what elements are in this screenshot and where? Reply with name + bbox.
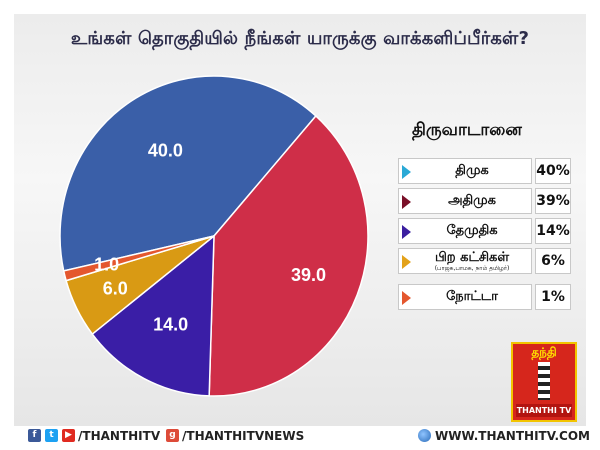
legend-label-box: திமுக: [398, 158, 532, 184]
footer-handle-mid[interactable]: /THANTHITVNEWS: [182, 429, 305, 443]
legend-percent: 14%: [535, 218, 571, 244]
legend-label-box: பிற கட்சிகள் (பாஜக,பாமக, நாம் தமிழர்): [398, 248, 532, 274]
legend-label: பிற கட்சிகள்: [434, 250, 510, 265]
legend-label: தேமுதிக: [446, 223, 498, 238]
legend-percent: 6%: [535, 248, 571, 274]
pie-chart: 40.0 39.0 14.0 6.0 1.0: [59, 75, 369, 397]
logo-bottom-text: THANTHI TV: [516, 404, 572, 417]
legend-triangle-icon: [402, 255, 411, 269]
globe-icon: [418, 429, 431, 442]
legend-title: திருவாடானை: [412, 120, 522, 140]
logo-top-text: தந்தி: [531, 345, 557, 359]
legend-label-box: தேமுதிக: [398, 218, 532, 244]
legend-label: திமுக: [455, 163, 489, 178]
pie-slice-label-2: 14.0: [153, 314, 188, 334]
pie-slice-0: [59, 75, 317, 272]
pie-slice-label-4: 1.0: [94, 255, 119, 275]
legend-triangle-icon: [402, 291, 411, 305]
twitter-icon[interactable]: t: [45, 429, 58, 442]
chart-title: உங்கள் தொகுதியில் நீங்கள் யாருக்கு வாக்க…: [70, 28, 530, 49]
chart-frame: உங்கள் தொகுதியில் நீங்கள் யாருக்கு வாக்க…: [14, 14, 586, 426]
legend-sublabel: (பாஜக,பாமக, நாம் தமிழர்): [434, 265, 510, 272]
youtube-icon[interactable]: ▶: [62, 429, 75, 442]
legend-percent: 1%: [535, 284, 571, 310]
legend-label-box: அதிமுக: [398, 188, 532, 214]
pie-slice-4: [62, 235, 215, 282]
legend-label-box: நோட்டா: [398, 284, 532, 310]
pie-slice-label-3: 6.0: [103, 278, 128, 298]
pie-slice-label-1: 39.0: [291, 265, 326, 285]
footer-bar: f t ▶ /THANTHITV g /THANTHITVNEWS WWW.TH…: [14, 426, 590, 446]
facebook-icon[interactable]: f: [28, 429, 41, 442]
googleplus-icon[interactable]: g: [166, 429, 179, 442]
legend-label: அதிமுக: [448, 193, 496, 208]
lighthouse-icon: [538, 362, 550, 400]
footer-website[interactable]: WWW.THANTHITV.COM: [435, 429, 590, 443]
pie-slice-1: [208, 114, 369, 397]
legend-triangle-icon: [402, 225, 411, 239]
legend-label: நோட்டா: [446, 289, 498, 304]
legend-triangle-icon: [402, 195, 411, 209]
legend-percent: 40%: [535, 158, 571, 184]
footer-handle-left[interactable]: /THANTHITV: [78, 429, 161, 443]
thanthi-logo: தந்தி THANTHI TV: [511, 342, 577, 422]
pie-slice-2: [91, 234, 215, 397]
pie-slice-label-0: 40.0: [148, 141, 183, 161]
legend-percent: 39%: [535, 188, 571, 214]
legend-triangle-icon: [402, 165, 411, 179]
